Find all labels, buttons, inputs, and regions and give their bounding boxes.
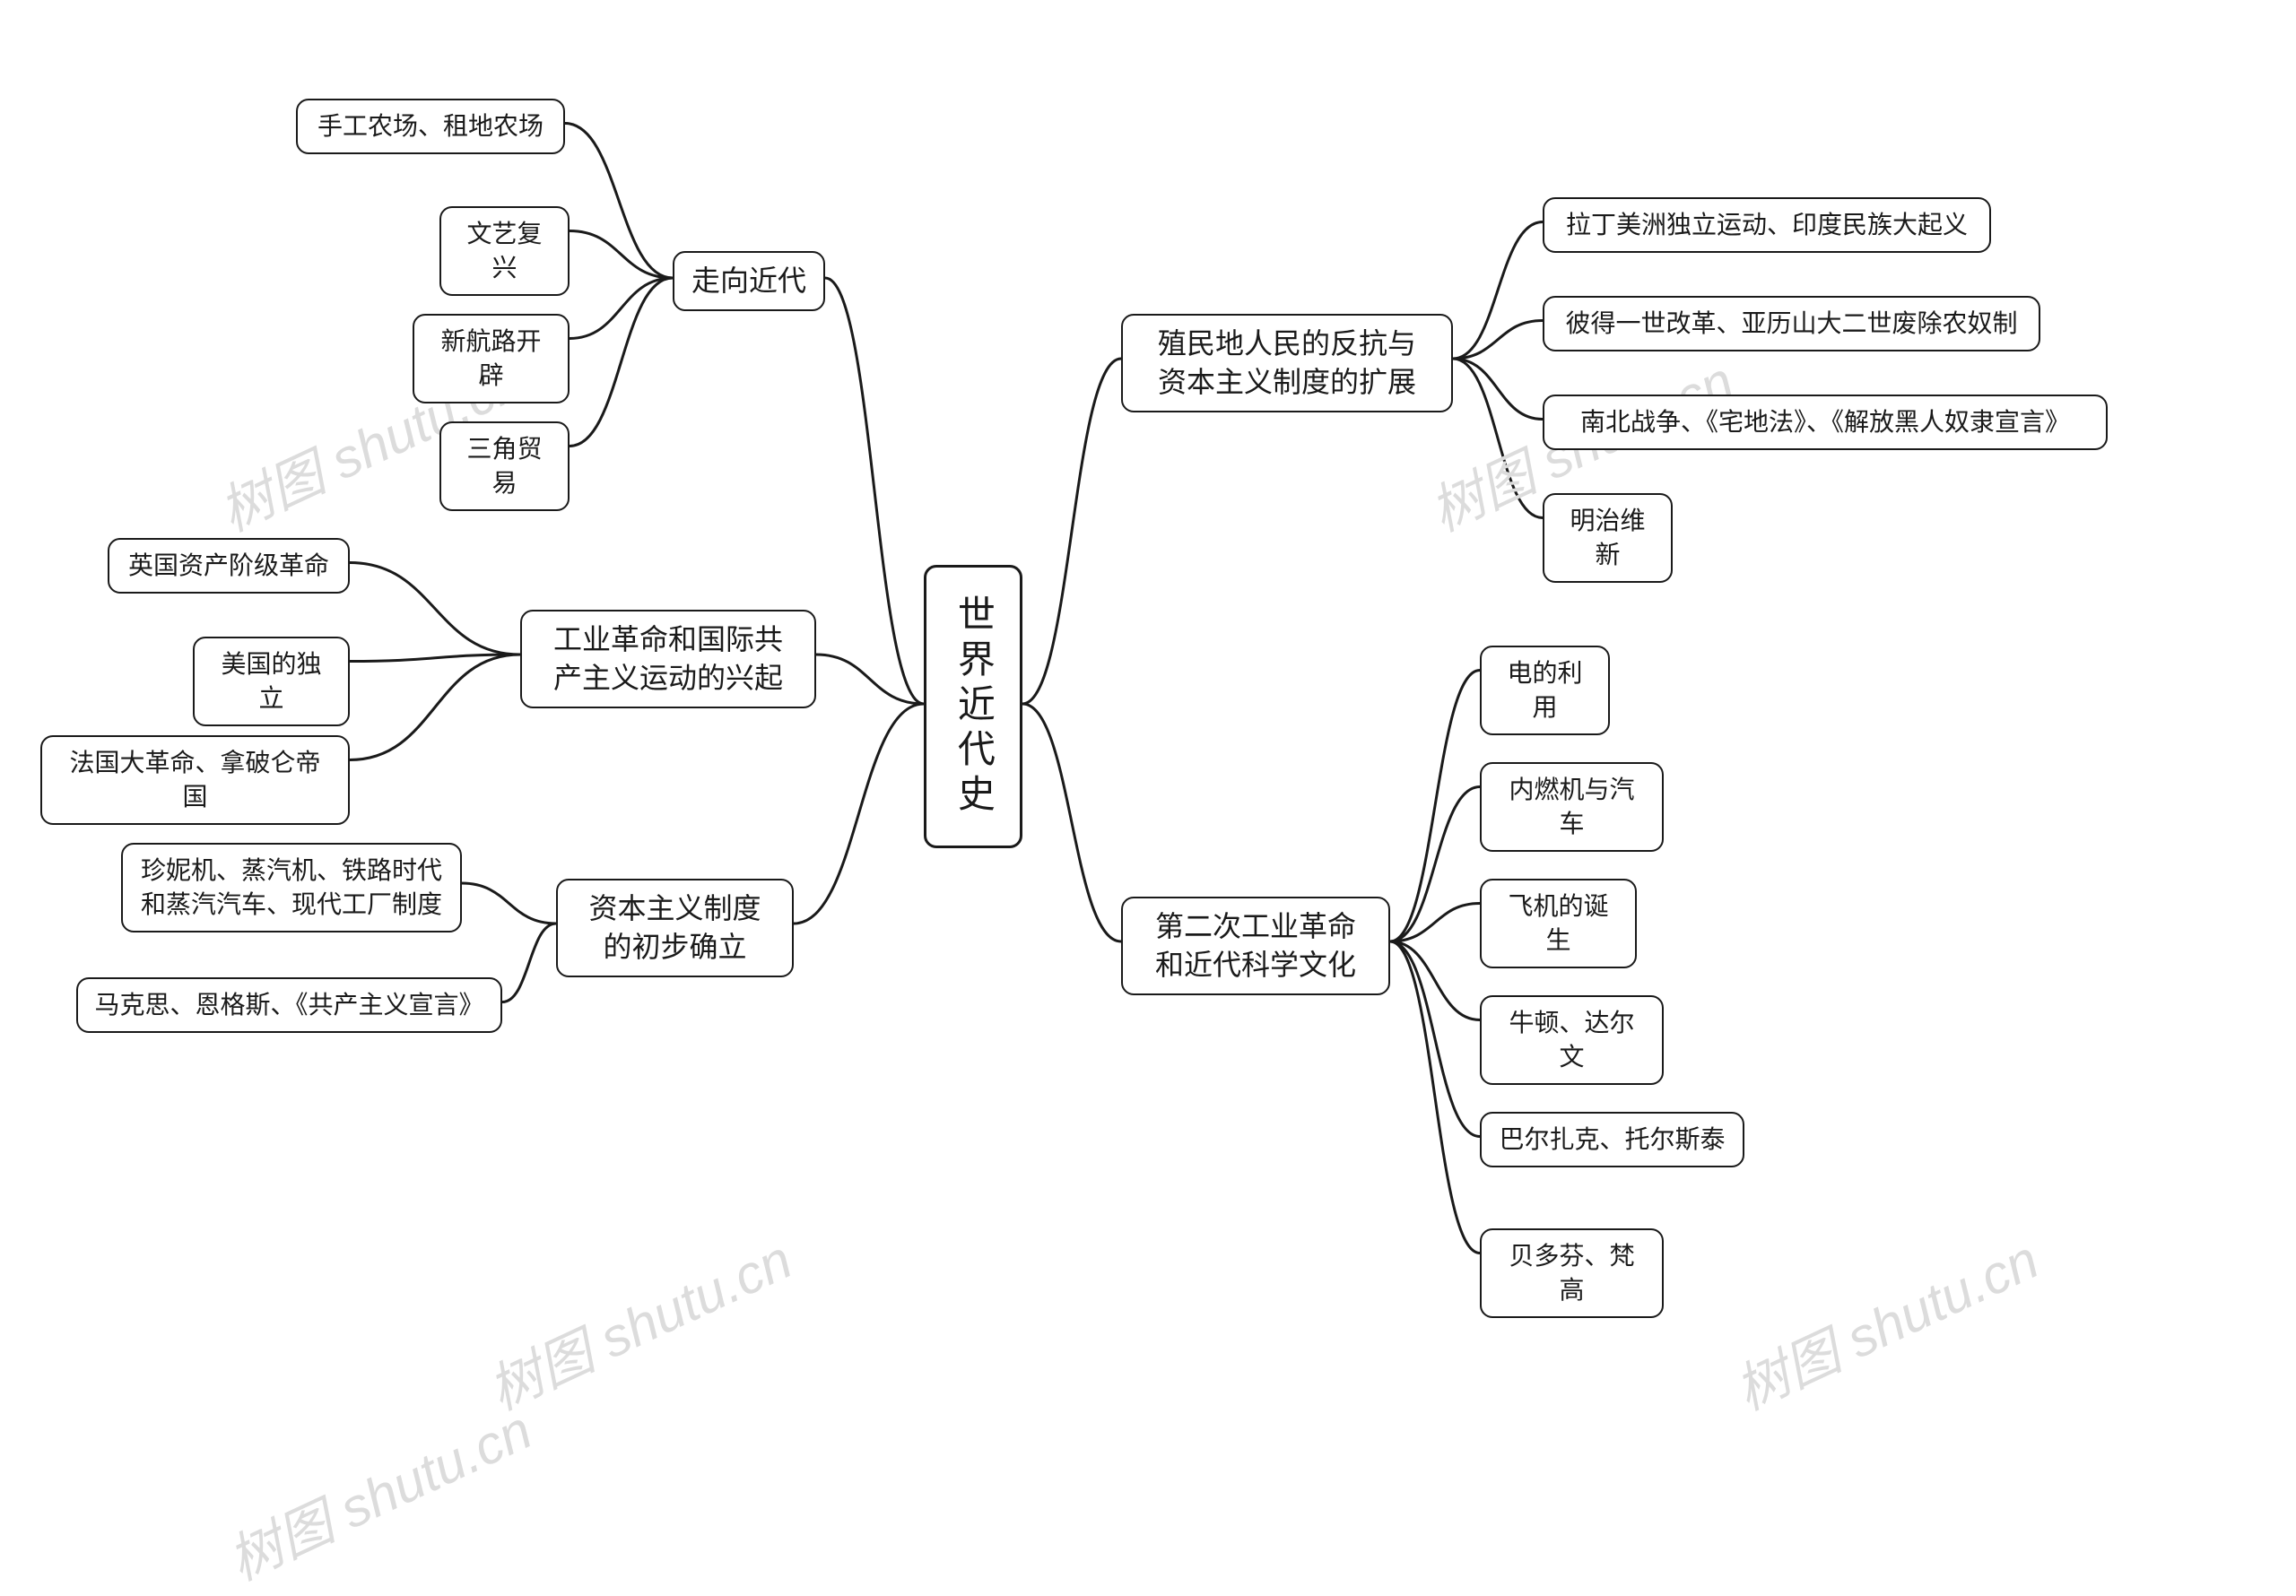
leaf-right-0-2-label: 南北战争、《宅地法》、《解放黑人奴隶宣言》 xyxy=(1580,405,2070,439)
leaf-right-0-1[interactable]: 彼得一世改革、亚历山大二世废除农奴制 xyxy=(1543,296,2040,351)
leaf-left-1-0-label: 英国资产阶级革命 xyxy=(128,549,329,583)
leaf-left-0-0[interactable]: 手工农场、租地农场 xyxy=(296,99,565,154)
leaf-right-1-4[interactable]: 巴尔扎克、托尔斯泰 xyxy=(1480,1112,1744,1167)
branch-right-1-label: 第二次工业革命 和近代科学文化 xyxy=(1155,907,1356,984)
leaf-left-2-1[interactable]: 马克思、恩格斯、《共产主义宣言》 xyxy=(76,977,502,1033)
leaf-right-0-1-label: 彼得一世改革、亚历山大二世废除农奴制 xyxy=(1565,307,2017,341)
branch-left-0[interactable]: 走向近代 xyxy=(673,251,825,311)
mindmap-canvas: 树图 shutu.cn树图 shutu.cn树图 shutu.cn树图 shut… xyxy=(0,0,2296,1484)
branch-left-1-label: 工业革命和国际共 产主义运动的兴起 xyxy=(553,620,783,698)
branch-left-2-label: 资本主义制度 的初步确立 xyxy=(588,889,761,967)
leaf-left-0-0-label: 手工农场、租地农场 xyxy=(317,109,544,143)
branch-right-0[interactable]: 殖民地人民的反抗与 资本主义制度的扩展 xyxy=(1121,314,1453,412)
leaf-left-1-0[interactable]: 英国资产阶级革命 xyxy=(108,538,350,594)
leaf-right-1-5[interactable]: 贝多芬、梵高 xyxy=(1480,1228,1664,1318)
leaf-right-0-0-label: 拉丁美洲独立运动、印度民族大起义 xyxy=(1566,208,1968,242)
leaf-right-0-3-label: 明治维新 xyxy=(1561,504,1655,572)
leaf-left-0-1[interactable]: 文艺复兴 xyxy=(439,206,570,296)
root-node[interactable]: 世界近代史 xyxy=(924,565,1022,848)
leaf-left-0-3-label: 三角贸易 xyxy=(457,432,552,500)
branch-left-1[interactable]: 工业革命和国际共 产主义运动的兴起 xyxy=(520,610,816,708)
leaf-left-1-2-label: 法国大革命、拿破仑帝国 xyxy=(58,746,332,814)
root-node-label: 世界近代史 xyxy=(948,594,999,819)
leaf-right-0-3[interactable]: 明治维新 xyxy=(1543,493,1673,583)
leaf-right-0-0[interactable]: 拉丁美洲独立运动、印度民族大起义 xyxy=(1543,197,1991,253)
leaf-right-1-3[interactable]: 牛顿、达尔文 xyxy=(1480,995,1664,1085)
leaf-right-1-0[interactable]: 电的利用 xyxy=(1480,646,1610,735)
leaf-right-1-2-label: 飞机的诞生 xyxy=(1498,889,1619,958)
branch-right-1[interactable]: 第二次工业革命 和近代科学文化 xyxy=(1121,897,1390,995)
leaf-left-1-1[interactable]: 美国的独立 xyxy=(193,637,350,726)
leaf-right-1-5-label: 贝多芬、梵高 xyxy=(1498,1239,1646,1307)
leaf-right-1-1[interactable]: 内燃机与汽车 xyxy=(1480,762,1664,852)
leaf-right-1-0-label: 电的利用 xyxy=(1498,656,1592,724)
leaf-left-2-1-label: 马克思、恩格斯、《共产主义宣言》 xyxy=(94,988,483,1022)
leaf-left-2-0[interactable]: 珍妮机、蒸汽机、铁路时代 和蒸汽汽车、现代工厂制度 xyxy=(121,843,462,932)
leaf-left-0-2[interactable]: 新航路开辟 xyxy=(413,314,570,403)
branch-left-0-label: 走向近代 xyxy=(691,262,806,300)
leaf-left-0-3[interactable]: 三角贸易 xyxy=(439,421,570,511)
leaf-right-1-3-label: 牛顿、达尔文 xyxy=(1498,1006,1646,1074)
leaf-right-0-2[interactable]: 南北战争、《宅地法》、《解放黑人奴隶宣言》 xyxy=(1543,395,2108,450)
leaf-right-1-2[interactable]: 飞机的诞生 xyxy=(1480,879,1637,968)
leaf-left-1-2[interactable]: 法国大革命、拿破仑帝国 xyxy=(40,735,350,825)
branch-right-0-label: 殖民地人民的反抗与 资本主义制度的扩展 xyxy=(1158,325,1416,402)
leaf-left-0-1-label: 文艺复兴 xyxy=(457,217,552,285)
leaf-left-0-2-label: 新航路开辟 xyxy=(430,325,552,393)
leaf-left-2-0-label: 珍妮机、蒸汽机、铁路时代 和蒸汽汽车、现代工厂制度 xyxy=(141,854,442,922)
leaf-right-1-1-label: 内燃机与汽车 xyxy=(1498,773,1646,841)
leaf-left-1-1-label: 美国的独立 xyxy=(211,647,332,716)
branch-left-2[interactable]: 资本主义制度 的初步确立 xyxy=(556,879,794,977)
leaf-right-1-4-label: 巴尔扎克、托尔斯泰 xyxy=(1499,1123,1725,1157)
